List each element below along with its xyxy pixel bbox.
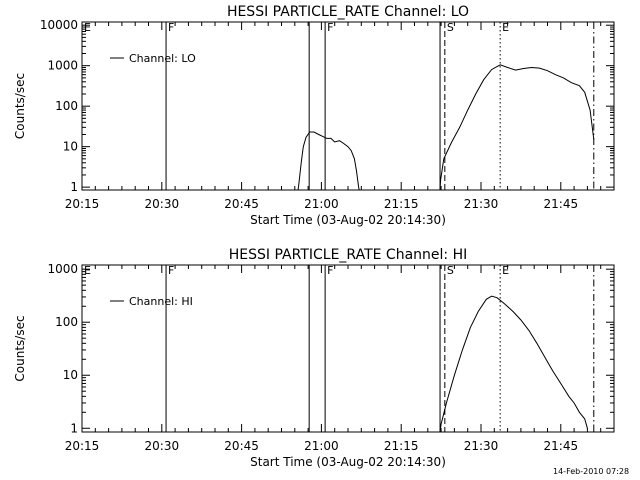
event-marker-label: F bbox=[168, 21, 174, 34]
y-tick-label: 10 bbox=[63, 368, 78, 382]
chart-panel-2: HESSI PARTICLE_RATE Channel: HI Counts/se… bbox=[13, 247, 615, 469]
x-tick-label: 21:30 bbox=[464, 197, 499, 211]
event-marker-label: F bbox=[168, 264, 174, 277]
plot-frame bbox=[81, 264, 615, 433]
y-tick-label: 100 bbox=[55, 99, 78, 113]
y-axis-label: Counts/sec bbox=[13, 73, 27, 139]
event-marker-label: S bbox=[447, 21, 454, 34]
series-line bbox=[297, 131, 360, 191]
x-tick-label: 21:00 bbox=[304, 439, 339, 453]
chart-panel-1: HESSI PARTICLE_RATE Channel: LO Counts/se… bbox=[13, 4, 615, 227]
series-line bbox=[439, 295, 588, 433]
x-tick-label: 21:45 bbox=[544, 197, 579, 211]
event-marker-label: F bbox=[327, 21, 333, 34]
x-tick-label: 20:45 bbox=[224, 197, 259, 211]
x-axis-label: Start Time (03-Aug-02 20:14:30) bbox=[250, 455, 446, 469]
event-marker-label: E bbox=[84, 264, 91, 277]
x-tick-label: 20:15 bbox=[65, 197, 100, 211]
x-tick-label: 20:30 bbox=[145, 439, 180, 453]
y-tick-label: 1 bbox=[70, 421, 78, 435]
y-tick-label: 1000 bbox=[47, 262, 78, 276]
legend-entry: Channel: HI bbox=[129, 295, 193, 308]
event-marker-label: E bbox=[502, 21, 509, 34]
x-tick-label: 20:30 bbox=[145, 197, 180, 211]
x-tick-label: 20:15 bbox=[65, 439, 100, 453]
y-tick-label: 10 bbox=[63, 140, 78, 154]
chart-title: HESSI PARTICLE_RATE Channel: LO bbox=[227, 4, 469, 20]
x-tick-label: 21:45 bbox=[544, 439, 579, 453]
y-tick-label: 1000 bbox=[47, 59, 78, 73]
series-line bbox=[439, 64, 595, 191]
x-tick-label: 21:30 bbox=[464, 439, 499, 453]
y-tick-label: 100 bbox=[55, 315, 78, 329]
x-axis-label: Start Time (03-Aug-02 20:14:30) bbox=[250, 213, 446, 227]
event-marker-label: E bbox=[84, 21, 91, 34]
x-tick-label: 21:15 bbox=[384, 197, 419, 211]
y-tick-label: 10000 bbox=[40, 18, 78, 32]
event-marker-label: E bbox=[502, 264, 509, 277]
event-marker-label: S bbox=[447, 264, 454, 277]
legend-entry: Channel: LO bbox=[129, 52, 196, 65]
y-tick-label: 1 bbox=[70, 180, 78, 194]
x-tick-label: 21:00 bbox=[304, 197, 339, 211]
x-tick-label: 20:45 bbox=[224, 439, 259, 453]
footer-timestamp: 14-Feb-2010 07:28 bbox=[553, 467, 630, 476]
plot-frame bbox=[81, 21, 615, 191]
x-tick-label: 21:15 bbox=[384, 439, 419, 453]
y-axis-label: Counts/sec bbox=[13, 315, 27, 381]
chart-title: HESSI PARTICLE_RATE Channel: HI bbox=[229, 247, 467, 263]
event-marker-label: F bbox=[327, 264, 333, 277]
